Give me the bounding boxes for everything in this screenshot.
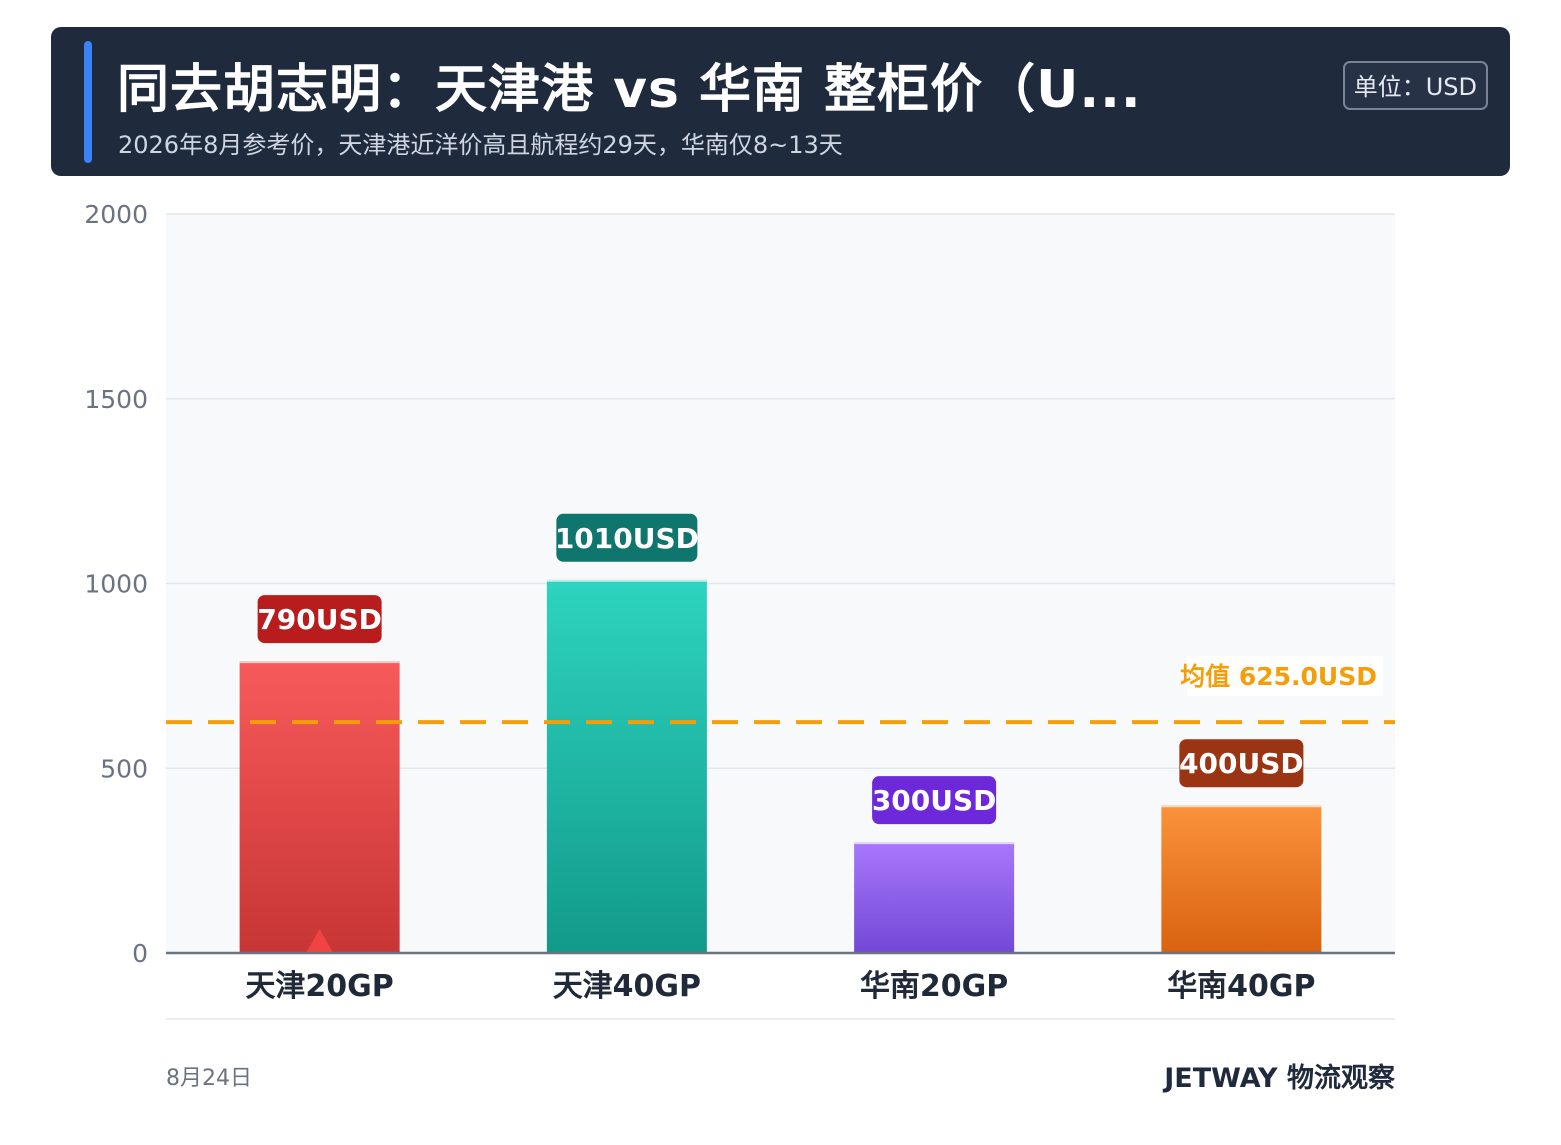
bar (854, 842, 1015, 953)
x-tick-label: 华南20GP (860, 969, 1008, 1004)
x-tick-label: 天津40GP (553, 969, 701, 1004)
y-tick-label: 1000 (84, 570, 148, 599)
value-label: 790USD (257, 603, 382, 636)
y-tick-label: 500 (100, 754, 148, 783)
chart-subtitle: 2026年8月参考价，天津港近洋价高且航程约29天，华南仅8~13天 (118, 131, 843, 159)
unit-badge: 单位：USD (1342, 61, 1488, 110)
y-tick-label: 1500 (84, 385, 148, 414)
mean-label-background (1187, 656, 1383, 697)
x-tick-label: 华南40GP (1167, 969, 1315, 1004)
mean-label: 均值 625.0USD (1180, 662, 1377, 691)
value-label-pill (556, 513, 698, 562)
value-label-pill (1179, 739, 1304, 788)
y-tick-label: 2000 (84, 200, 148, 229)
bar (1161, 805, 1322, 953)
bar (546, 579, 707, 953)
footer-date: 8月24日 (166, 1066, 252, 1091)
value-label: 300USD (872, 784, 997, 817)
value-label: 1010USD (555, 522, 699, 555)
x-tick-label: 天津20GP (245, 969, 393, 1004)
highlight-triangle-marker (306, 929, 333, 952)
chart-title: 同去胡志明：天津港 vs 华南 整柜价（U... (117, 60, 1142, 120)
value-label-pill (257, 595, 382, 644)
value-label: 400USD (1179, 747, 1304, 780)
header-accent-bar (84, 41, 92, 163)
chart-header: 同去胡志明：天津港 vs 华南 整柜价（U... 2026年8月参考价，天津港近… (51, 27, 1510, 176)
bar (239, 661, 400, 953)
y-tick-label: 0 (132, 939, 148, 968)
footer-brand: JETWAY 物流观察 (1164, 1063, 1395, 1094)
value-label-pill (872, 776, 997, 825)
